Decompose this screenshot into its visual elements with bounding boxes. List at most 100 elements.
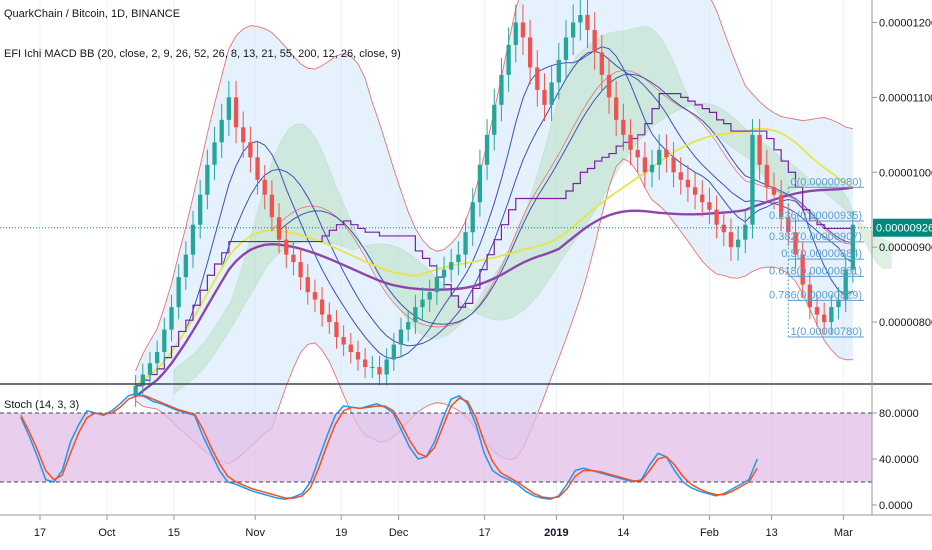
candle[interactable]: [829, 307, 834, 323]
candle[interactable]: [850, 224, 856, 270]
candle[interactable]: [542, 89, 547, 105]
candle[interactable]: [384, 359, 389, 375]
candle[interactable]: [484, 134, 490, 165]
candle[interactable]: [327, 314, 332, 323]
candle[interactable]: [764, 164, 769, 188]
candle[interactable]: [449, 262, 454, 270]
candle[interactable]: [585, 14, 590, 30]
candle[interactable]: [233, 97, 239, 128]
candle[interactable]: [649, 164, 655, 173]
candle[interactable]: [578, 14, 583, 23]
candle[interactable]: [513, 22, 518, 45]
candle[interactable]: [198, 194, 203, 225]
candle[interactable]: [305, 277, 310, 293]
candle[interactable]: [477, 164, 483, 203]
candle[interactable]: [391, 344, 396, 360]
candle[interactable]: [312, 292, 318, 300]
candle[interactable]: [743, 224, 748, 240]
candle[interactable]: [470, 202, 475, 233]
candle[interactable]: [463, 232, 468, 255]
candle[interactable]: [685, 179, 691, 188]
candle[interactable]: [398, 329, 404, 345]
candle[interactable]: [147, 363, 153, 375]
candle[interactable]: [362, 359, 368, 368]
stochastic-pane[interactable]: [0, 392, 872, 501]
candle[interactable]: [778, 194, 784, 218]
candle[interactable]: [506, 44, 511, 75]
candle[interactable]: [348, 344, 353, 353]
candle[interactable]: [298, 262, 303, 278]
candle[interactable]: [728, 232, 734, 248]
candle[interactable]: [183, 254, 188, 278]
candle[interactable]: [154, 352, 160, 364]
candle[interactable]: [255, 157, 260, 180]
candle[interactable]: [241, 127, 246, 143]
candle[interactable]: [563, 37, 569, 60]
candle[interactable]: [822, 314, 827, 323]
candle[interactable]: [721, 224, 726, 233]
candle[interactable]: [133, 385, 138, 397]
candle[interactable]: [427, 292, 432, 300]
candle[interactable]: [248, 142, 253, 158]
candle[interactable]: [570, 22, 576, 38]
candle[interactable]: [678, 172, 683, 180]
candle[interactable]: [621, 119, 626, 135]
candle[interactable]: [735, 239, 741, 248]
candle[interactable]: [692, 187, 698, 195]
candle[interactable]: [269, 194, 275, 218]
candle[interactable]: [714, 209, 719, 225]
candle[interactable]: [334, 322, 339, 338]
candle[interactable]: [441, 269, 447, 278]
candle[interactable]: [162, 329, 167, 353]
candle[interactable]: [212, 142, 217, 165]
candle[interactable]: [492, 104, 497, 135]
candle[interactable]: [226, 97, 232, 120]
candle[interactable]: [205, 164, 210, 195]
candle[interactable]: [750, 134, 755, 225]
candle[interactable]: [556, 59, 561, 83]
candle[interactable]: [341, 337, 346, 345]
candle[interactable]: [420, 299, 425, 308]
candle[interactable]: [535, 67, 540, 90]
candle[interactable]: [707, 202, 712, 210]
candle[interactable]: [434, 277, 440, 293]
candle[interactable]: [456, 254, 461, 263]
candle[interactable]: [140, 374, 145, 386]
candle[interactable]: [642, 157, 648, 173]
candle[interactable]: [599, 52, 604, 75]
candle[interactable]: [377, 367, 382, 375]
candle[interactable]: [614, 97, 619, 120]
candle[interactable]: [592, 29, 597, 53]
candle[interactable]: [671, 157, 676, 173]
candle[interactable]: [664, 149, 669, 158]
candle[interactable]: [370, 367, 375, 369]
candle[interactable]: [355, 352, 361, 360]
candle[interactable]: [757, 134, 762, 165]
candle[interactable]: [190, 224, 196, 255]
candle[interactable]: [771, 187, 777, 195]
candle[interactable]: [406, 322, 411, 330]
candle[interactable]: [814, 307, 820, 315]
candle[interactable]: [793, 232, 798, 255]
candle[interactable]: [291, 254, 296, 263]
candle[interactable]: [262, 179, 267, 195]
candle[interactable]: [700, 194, 705, 203]
candle[interactable]: [606, 74, 612, 98]
candle[interactable]: [635, 149, 640, 158]
candle[interactable]: [628, 134, 633, 150]
candle[interactable]: [657, 149, 662, 165]
candle[interactable]: [169, 307, 174, 330]
candle[interactable]: [219, 119, 224, 143]
candle[interactable]: [520, 22, 526, 38]
candle[interactable]: [843, 269, 848, 300]
candle[interactable]: [284, 239, 289, 255]
candle[interactable]: [319, 299, 325, 315]
candle[interactable]: [413, 307, 418, 323]
candle[interactable]: [800, 254, 805, 285]
candle[interactable]: [499, 74, 504, 105]
candle[interactable]: [276, 217, 282, 240]
candle[interactable]: [807, 284, 812, 308]
candle[interactable]: [527, 37, 533, 68]
